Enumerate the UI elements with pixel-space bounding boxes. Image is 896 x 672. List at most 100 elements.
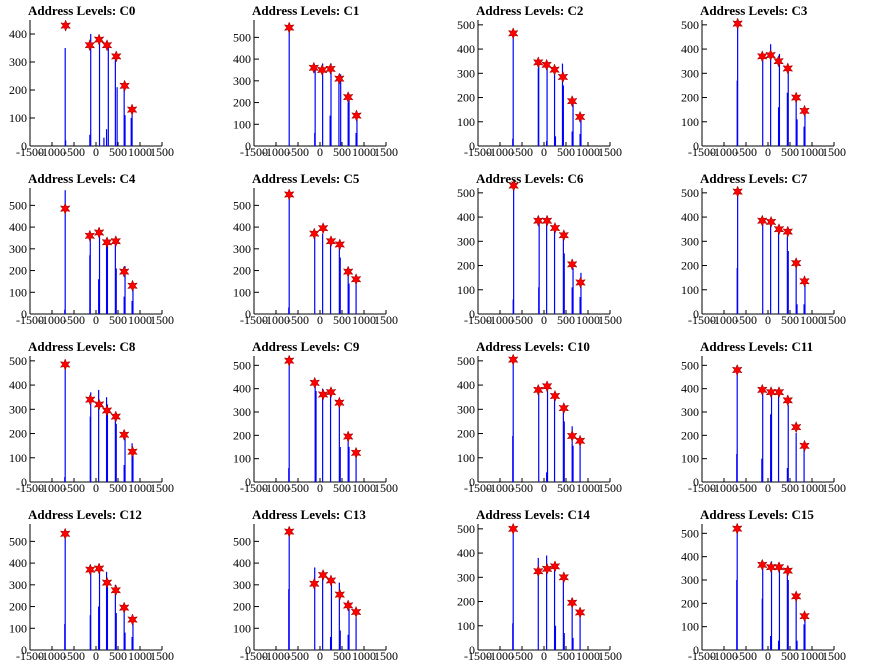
peak-marker [765,48,776,62]
peak-marker [350,605,362,619]
y-tick-label: 100 [457,619,475,633]
y-tick-label: 400 [457,378,475,392]
y-tick-label: 200 [457,427,475,441]
y-tick-label: 200 [233,428,251,442]
peak-marker [84,39,96,52]
x-tick-label: -500 [63,649,85,663]
x-tick-label: -500 [287,649,309,663]
peak-marker [342,599,354,612]
peak-marker [308,61,320,74]
peak-marker [566,596,578,609]
x-tick-label: 500 [781,313,799,327]
x-tick-label: 500 [109,481,127,495]
peak-marker [283,525,295,538]
y-tick-label: 0 [245,643,251,657]
y-tick-label: 100 [457,115,475,129]
peak-marker [566,429,578,443]
peak-marker [118,265,130,278]
peak-marker [756,383,768,397]
peak-marker [799,275,810,288]
x-tick-label: -1500 [464,313,492,327]
y-tick-label: 0 [469,307,475,321]
peak-marker [127,279,138,292]
x-tick-label: 1500 [150,313,174,327]
x-tick-label: 1500 [374,649,398,663]
peak-marker [325,385,337,399]
y-tick-label: 300 [9,402,27,416]
peak-marker [532,56,544,69]
y-tick-label: 0 [245,475,251,489]
peak-marker [765,560,777,574]
x-tick-label: -1000 [710,649,738,663]
x-tick-label: -1000 [486,145,514,159]
x-tick-label: 1500 [598,313,622,327]
panel-title: Address Levels: C10 [476,339,590,354]
x-tick-label: -1500 [688,481,716,495]
x-tick-label: -1500 [464,481,492,495]
x-tick-label: 1000 [576,145,600,159]
peak-marker [790,256,802,270]
x-tick-label: 0 [317,313,323,327]
x-tick-label: 500 [333,481,351,495]
peak-marker [782,564,794,577]
y-tick-label: 100 [457,451,475,465]
x-tick-label: -500 [735,313,757,327]
peak-marker [127,445,138,458]
x-tick-label: 500 [781,145,799,159]
x-tick-label: 1500 [150,145,174,159]
peak-marker [93,562,105,575]
y-tick-label: 500 [681,18,699,32]
x-tick-label: -1000 [710,145,738,159]
y-tick-label: 400 [457,210,475,224]
peak-marker [574,110,586,124]
x-tick-label: -1500 [240,145,268,159]
peak-marker [126,103,138,116]
peak-marker [84,563,96,576]
peak-marker [110,584,122,597]
y-tick-label: 200 [233,96,251,110]
panel-5: Address Levels: C50100200300400500-1500-… [233,171,398,327]
x-tick-label: 500 [333,649,351,663]
peak-marker [782,62,794,75]
y-tick-label: 400 [9,378,27,392]
peak-marker [308,227,320,240]
panel-0: Address Levels: C0 0 100 200 300 400 -1500-100… [9,3,174,159]
x-tick-label: -1500 [688,649,716,663]
y-tick-label: 400 [9,27,27,41]
peak-marker [574,434,586,447]
peak-marker [283,21,295,34]
peak-marker [732,17,743,30]
peak-marker [549,389,561,403]
x-tick-label: 1500 [822,649,846,663]
y-tick-label: 200 [9,427,27,441]
y-tick-label: 200 [9,83,27,97]
peak-marker [557,70,569,84]
panel-title: Address Levels: C4 [28,171,136,186]
y-tick-label: 300 [681,405,699,419]
peak-marker [541,58,552,72]
y-tick-label: 400 [233,382,251,396]
x-tick-label: -500 [287,481,309,495]
panel-title: Address Levels: C7 [700,171,808,186]
peak-marker [782,225,794,238]
x-tick-label: 1000 [576,649,600,663]
x-tick-label: 0 [541,649,547,663]
peak-marker [765,215,777,229]
x-tick-label: 1500 [374,313,398,327]
y-tick-label: 300 [9,55,27,69]
x-tick-label: -1500 [240,649,268,663]
x-tick-label: 1000 [800,649,824,663]
x-tick-label: 1000 [128,145,152,159]
panel-13: Address Levels: C13 0 100 200 300 400 500 -1500… [233,507,398,663]
peak-marker [334,588,346,601]
x-tick-label: -1000 [486,649,514,663]
x-tick-label: 500 [557,649,575,663]
x-tick-label: 0 [93,313,99,327]
y-tick-label: 400 [233,52,251,66]
peak-marker [119,79,130,92]
y-tick-label: 500 [457,186,475,200]
peak-marker [507,353,519,366]
y-tick-label: 200 [681,259,699,273]
x-tick-label: 1500 [598,145,622,159]
